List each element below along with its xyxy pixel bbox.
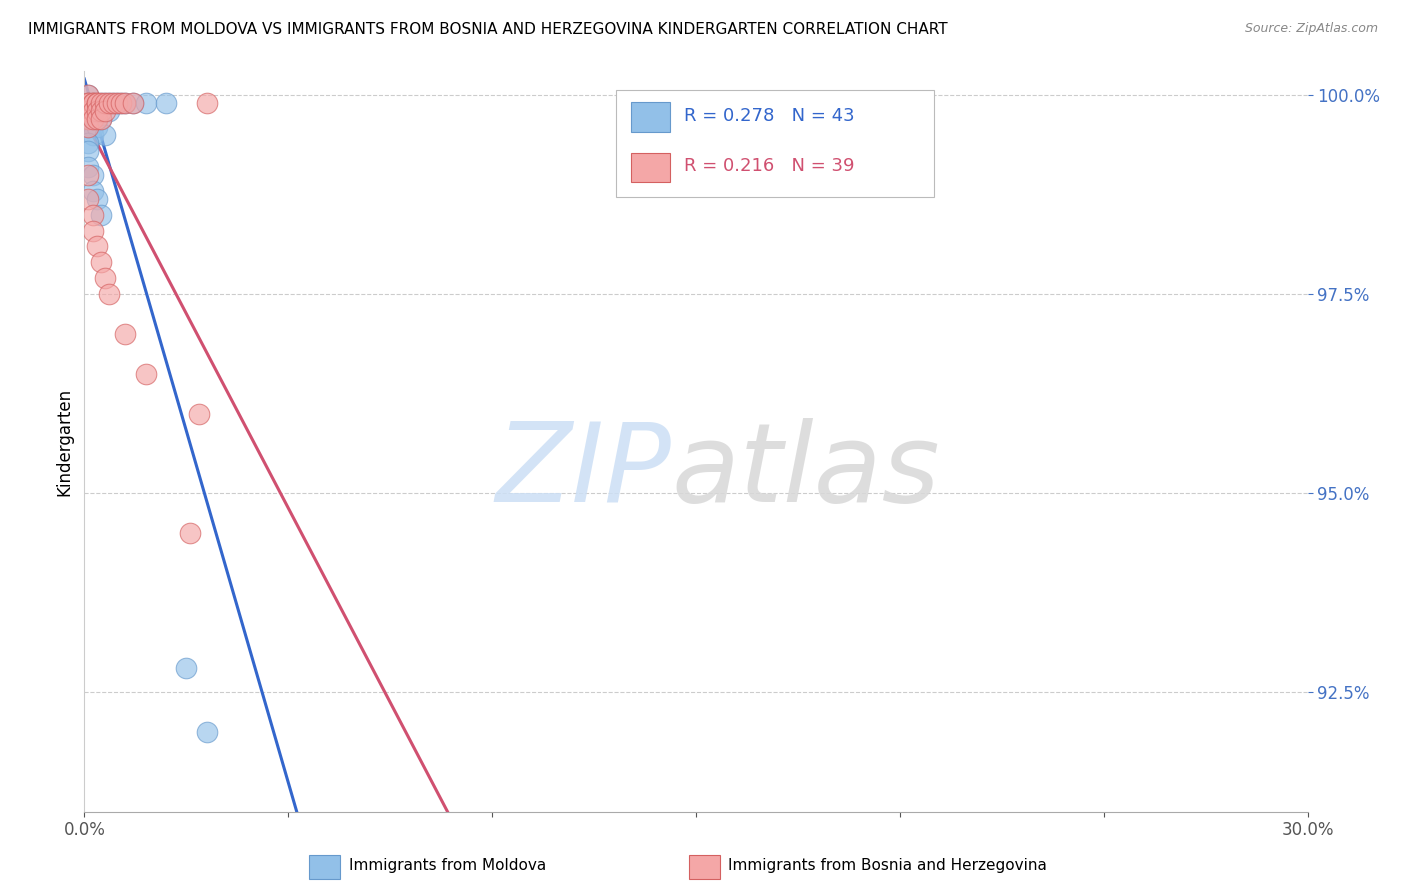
- Point: [86, 192, 108, 206]
- Text: R = 0.278   N = 43: R = 0.278 N = 43: [683, 107, 855, 125]
- Point: [97, 96, 120, 111]
- Point: [77, 120, 100, 134]
- Point: [77, 104, 100, 119]
- Point: [174, 661, 197, 675]
- Point: [179, 526, 201, 541]
- Point: [82, 112, 104, 127]
- Point: [97, 96, 120, 111]
- Point: [77, 96, 100, 111]
- Point: [114, 96, 136, 111]
- Point: [77, 104, 100, 119]
- Point: [86, 104, 108, 119]
- Point: [90, 112, 112, 127]
- Point: [90, 96, 112, 111]
- Point: [77, 88, 100, 103]
- Point: [82, 96, 104, 111]
- Point: [110, 96, 132, 111]
- Point: [82, 96, 104, 111]
- Bar: [631, 103, 671, 132]
- Point: [77, 96, 100, 111]
- Text: Immigrants from Moldova: Immigrants from Moldova: [349, 858, 546, 872]
- Text: Immigrants from Bosnia and Herzegovina: Immigrants from Bosnia and Herzegovina: [728, 858, 1047, 872]
- Point: [82, 208, 104, 222]
- Bar: [689, 855, 720, 879]
- Point: [77, 168, 100, 182]
- Point: [77, 192, 100, 206]
- Point: [135, 367, 157, 381]
- Point: [77, 88, 100, 103]
- Point: [82, 104, 104, 119]
- Point: [86, 112, 108, 127]
- Point: [82, 112, 104, 127]
- Point: [90, 208, 112, 222]
- Point: [86, 120, 108, 134]
- Point: [195, 725, 218, 739]
- Point: [86, 104, 108, 119]
- Point: [77, 120, 100, 134]
- Point: [86, 112, 108, 127]
- Point: [77, 96, 100, 111]
- Point: [97, 104, 120, 119]
- Bar: [309, 855, 340, 879]
- Point: [90, 96, 112, 111]
- Point: [82, 96, 104, 111]
- Point: [155, 96, 177, 111]
- Point: [97, 287, 120, 301]
- Text: atlas: atlas: [672, 417, 941, 524]
- Point: [135, 96, 157, 111]
- Point: [86, 239, 108, 253]
- Point: [90, 112, 112, 127]
- FancyBboxPatch shape: [616, 90, 935, 197]
- Point: [77, 104, 100, 119]
- Point: [77, 160, 100, 174]
- Point: [114, 96, 136, 111]
- Point: [93, 271, 115, 285]
- Point: [77, 112, 100, 127]
- Text: ZIP: ZIP: [496, 417, 672, 524]
- Point: [105, 96, 128, 111]
- Point: [93, 96, 115, 111]
- Point: [86, 96, 108, 111]
- Point: [86, 96, 108, 111]
- Point: [86, 96, 108, 111]
- Point: [101, 96, 124, 111]
- Point: [105, 96, 128, 111]
- Text: R = 0.216   N = 39: R = 0.216 N = 39: [683, 157, 855, 175]
- Point: [77, 96, 100, 111]
- Point: [82, 184, 104, 198]
- Point: [77, 120, 100, 134]
- Point: [77, 104, 100, 119]
- Point: [82, 223, 104, 237]
- Point: [77, 112, 100, 127]
- Point: [195, 96, 218, 111]
- Point: [93, 104, 115, 119]
- Point: [82, 96, 104, 111]
- Point: [114, 327, 136, 342]
- Point: [93, 96, 115, 111]
- Point: [82, 128, 104, 142]
- Y-axis label: Kindergarten: Kindergarten: [55, 387, 73, 496]
- Point: [77, 144, 100, 158]
- Text: Source: ZipAtlas.com: Source: ZipAtlas.com: [1244, 22, 1378, 36]
- Point: [77, 112, 100, 127]
- Point: [82, 112, 104, 127]
- Point: [187, 407, 209, 421]
- Point: [82, 104, 104, 119]
- Point: [122, 96, 145, 111]
- Point: [77, 96, 100, 111]
- Point: [90, 104, 112, 119]
- Point: [82, 168, 104, 182]
- Point: [122, 96, 145, 111]
- Point: [90, 255, 112, 269]
- Point: [93, 128, 115, 142]
- Point: [77, 136, 100, 150]
- Point: [82, 120, 104, 134]
- Bar: [631, 153, 671, 183]
- Point: [110, 96, 132, 111]
- Text: IMMIGRANTS FROM MOLDOVA VS IMMIGRANTS FROM BOSNIA AND HERZEGOVINA KINDERGARTEN C: IMMIGRANTS FROM MOLDOVA VS IMMIGRANTS FR…: [28, 22, 948, 37]
- Point: [101, 96, 124, 111]
